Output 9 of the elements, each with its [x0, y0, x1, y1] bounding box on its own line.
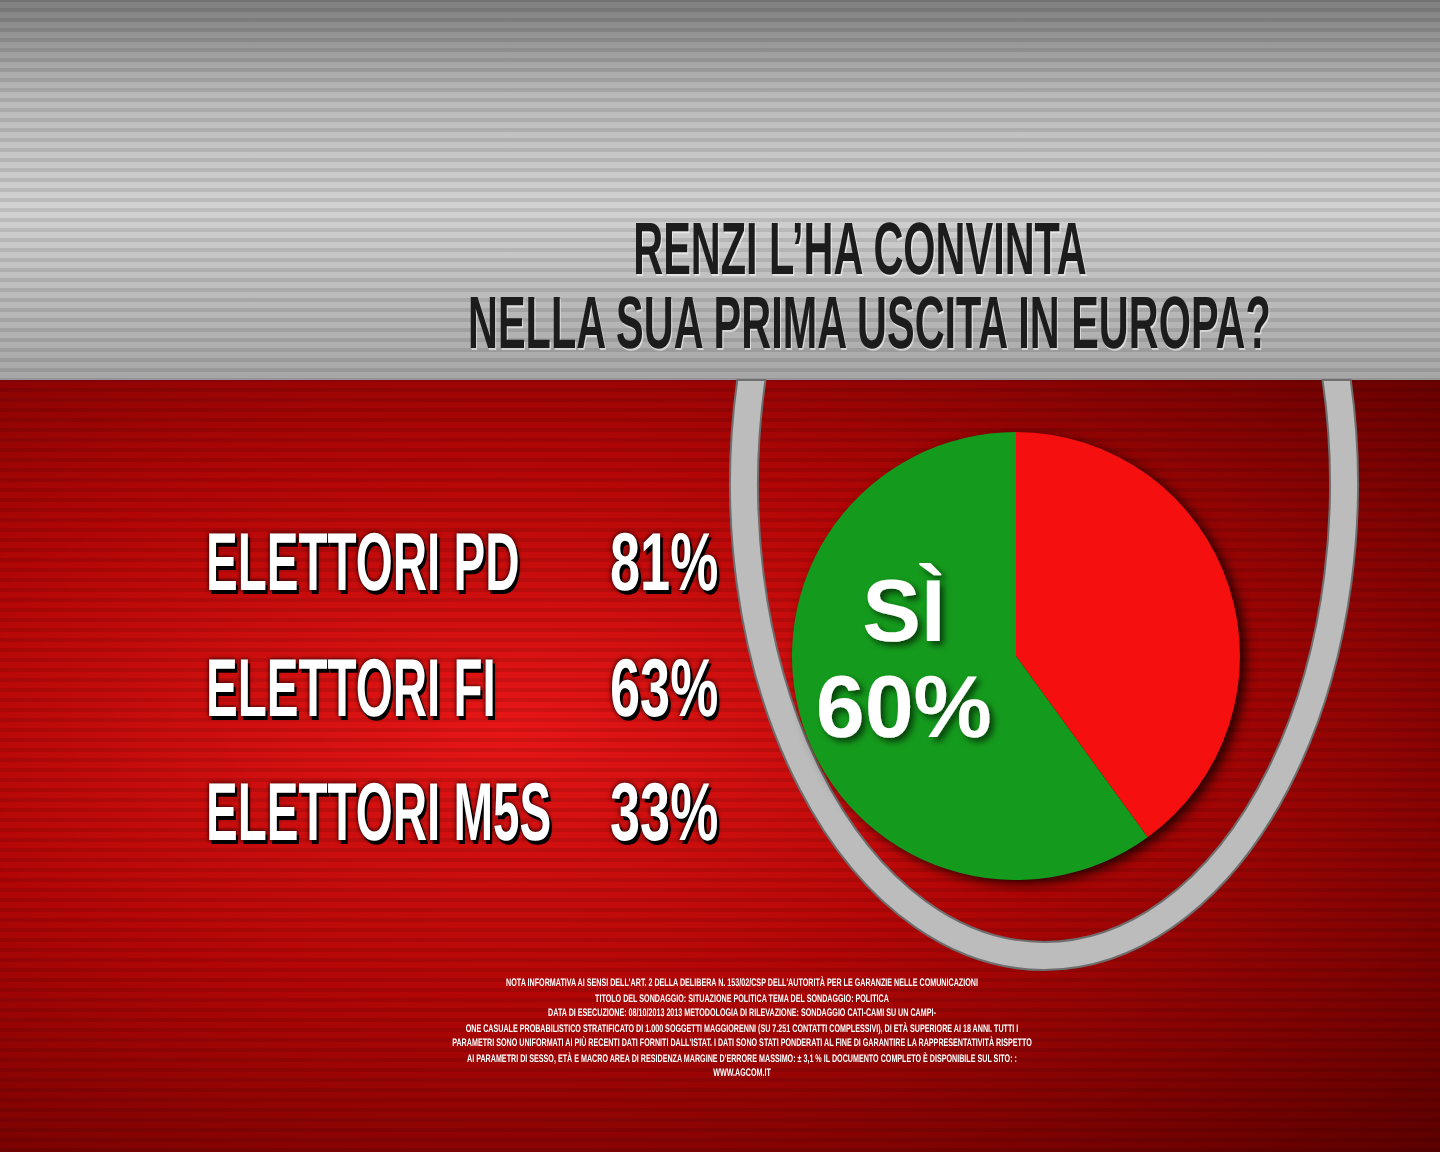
category-label: ELETTORI M5S	[206, 766, 552, 858]
data-label: 63%	[610, 641, 719, 733]
category-label: ELETTORI PD	[206, 516, 520, 608]
chart-title: RENZI L’HA CONVINTA NELLA SUA PRIMA USCITA IN EUROPA?	[468, 208, 1271, 364]
category-label: ELETTORI FI	[206, 641, 496, 733]
slice-label: SÌ	[862, 563, 946, 662]
data-label: 81%	[610, 516, 719, 608]
data-label: 33%	[610, 766, 719, 858]
data-label: 60%	[815, 659, 992, 758]
